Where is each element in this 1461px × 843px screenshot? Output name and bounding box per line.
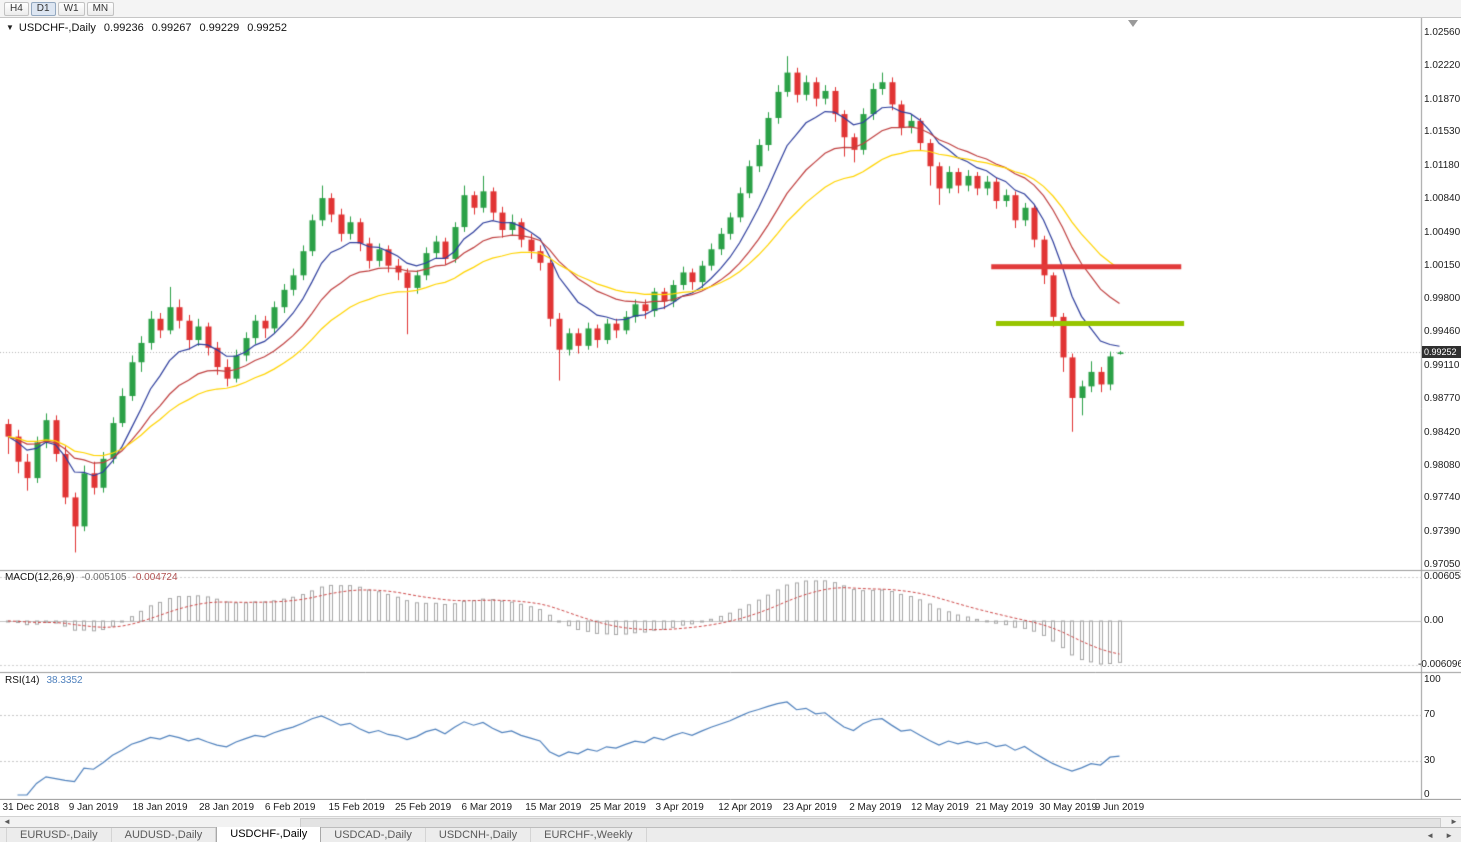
ohlc-close-value: 0.99252 [247, 22, 287, 34]
timeframe-d1-button[interactable]: D1 [30, 1, 56, 16]
collapse-triangle-icon[interactable]: ▼ [6, 23, 14, 32]
date-label: 25 Feb 2019 [395, 802, 452, 813]
tab-label: USDCHF-,Daily [230, 828, 308, 840]
ohlc-high-value: 0.99267 [151, 22, 192, 34]
date-label: 9 Jun 2019 [1094, 802, 1145, 813]
date-label: 23 Apr 2019 [782, 802, 837, 813]
date-label: 12 May 2019 [911, 802, 969, 813]
tab-eurusd-daily[interactable]: EURUSD-,Daily [6, 828, 112, 842]
tab-label: USDCNH-,Daily [438, 829, 518, 841]
tab-label: USDCAD-,Daily [334, 829, 412, 841]
tab-usdcnh-daily[interactable]: USDCNH-,Daily [426, 828, 532, 842]
chart-hscrollbar: ◄ ► [0, 816, 1461, 828]
tab-scroll-arrows: ◄ ► [1418, 828, 1453, 843]
date-axis: 31 Dec 2018 9 Jan 2019 18 Jan 2019 28 Jan 2… [0, 801, 1421, 816]
date-label: 31 Dec 2018 [2, 802, 60, 813]
date-label: 25 Mar 2019 [589, 802, 646, 813]
scroll-right-icon[interactable]: ► [1450, 817, 1458, 826]
timeframe-h4-button[interactable]: H4 [4, 1, 29, 16]
macd-indicator-label: MACD(12,26,9) -0.005105 -0.004724 [5, 572, 178, 583]
date-label: 28 Jan 2019 [198, 802, 255, 813]
tab-eurchf-weekly[interactable]: EURCHF-,Weekly [531, 828, 647, 842]
date-label: 15 Mar 2019 [525, 802, 582, 813]
price-chart-canvas[interactable] [0, 18, 1461, 800]
date-label: 9 Jan 2019 [68, 802, 119, 813]
current-price-tag: 0.99252 [1422, 346, 1461, 358]
timeframe-w1-button[interactable]: W1 [57, 1, 85, 16]
ohlc-low-value: 0.99229 [199, 22, 240, 34]
date-label: 21 May 2019 [975, 802, 1034, 813]
tab-label: EURUSD-,Daily [20, 829, 98, 841]
date-label: 2 May 2019 [849, 802, 902, 813]
tab-label: AUDUSD-,Daily [124, 829, 203, 841]
date-label: 30 May 2019 [1039, 802, 1098, 813]
tab-scroll-left-icon[interactable]: ◄ [1426, 831, 1435, 840]
chart-tabs-bar: EURUSD-,Daily AUDUSD-,Daily USDCHF-,Dail… [0, 827, 1461, 842]
rsi-name: RSI(14) [5, 675, 40, 686]
tab-scroll-right-icon[interactable]: ► [1445, 831, 1453, 840]
macd-main-value: -0.005105 [81, 572, 127, 583]
ohlc-open-value: 0.99236 [103, 22, 144, 34]
date-label: 15 Feb 2019 [328, 802, 385, 813]
scroll-left-icon[interactable]: ◄ [3, 817, 11, 826]
timeframe-mn-button[interactable]: MN [86, 1, 115, 16]
timeframe-toolbar: H4 D1 W1 MN [0, 0, 1461, 18]
chart-symbol-label: USDCHF-,Daily [18, 22, 96, 34]
tab-audusd-daily[interactable]: AUDUSD-,Daily [112, 828, 217, 842]
macd-name: MACD(12,26,9) [5, 572, 75, 583]
tab-usdcad-daily[interactable]: USDCAD-,Daily [321, 828, 426, 842]
rsi-indicator-label: RSI(14) 38.3352 [5, 675, 83, 686]
rsi-value: 38.3352 [46, 675, 83, 686]
date-label: 3 Apr 2019 [655, 802, 704, 813]
tab-usdchf-daily[interactable]: USDCHF-,Daily [216, 827, 322, 842]
date-label: 18 Jan 2019 [132, 802, 188, 813]
date-label: 6 Mar 2019 [461, 802, 513, 813]
tab-label: EURCHF-,Weekly [544, 829, 633, 841]
chart-shift-marker-icon[interactable] [1128, 20, 1138, 27]
macd-signal-value: -0.004724 [132, 572, 178, 583]
date-label: 12 Apr 2019 [718, 802, 773, 813]
date-label: 6 Feb 2019 [264, 802, 316, 813]
chart-title: ▼ USDCHF-,Daily 0.99236 0.99267 0.99229 0.992… [6, 22, 287, 34]
